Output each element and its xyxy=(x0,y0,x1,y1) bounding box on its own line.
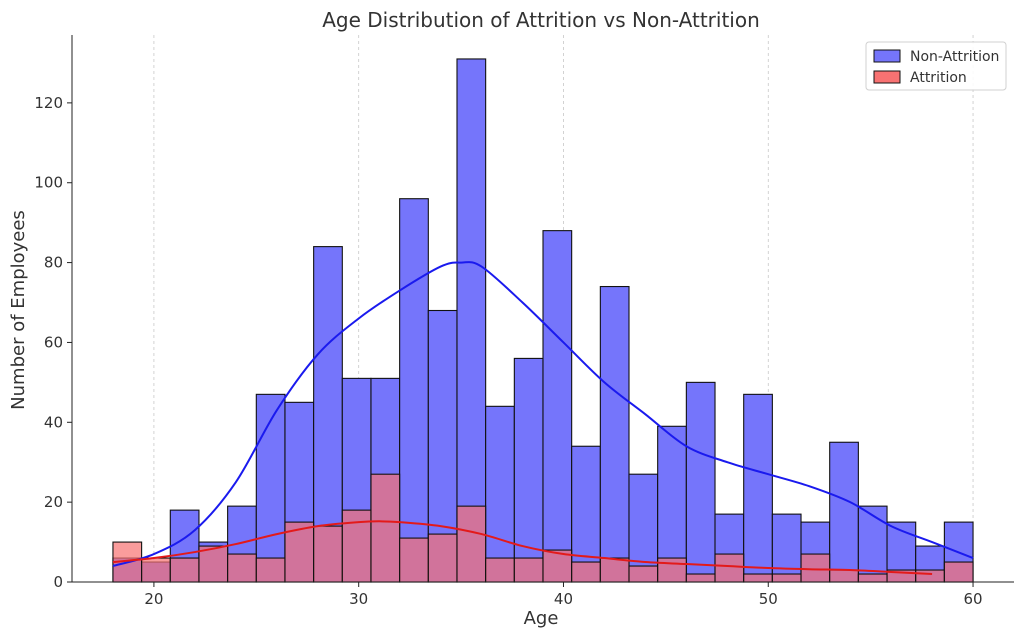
non-attrition-bar xyxy=(685,381,716,583)
y-tick-label: 40 xyxy=(44,413,63,431)
y-axis-label: Number of Employees xyxy=(8,210,29,410)
attrition-bar xyxy=(370,473,401,583)
legend-frame xyxy=(865,41,1007,91)
attrition-bar xyxy=(685,573,716,583)
y-tick-label: 0 xyxy=(53,573,63,591)
legend: Non-Attrition Attrition xyxy=(865,41,1007,91)
grid-lines xyxy=(153,35,974,582)
attrition-bar xyxy=(714,553,745,583)
attrition-bar xyxy=(456,505,487,583)
non-attrition-bar xyxy=(829,441,859,583)
histogram-bars xyxy=(112,58,974,583)
non-attrition-bar xyxy=(571,445,601,583)
attrition-bar xyxy=(743,573,773,583)
attrition-kde-line xyxy=(112,520,933,576)
attrition-bar xyxy=(513,557,544,583)
legend-swatch xyxy=(873,49,901,63)
attrition-bar xyxy=(829,569,859,583)
non-attrition-bar xyxy=(456,58,487,583)
y-tick-label: 80 xyxy=(44,254,63,272)
attrition-bar xyxy=(313,525,343,583)
non-attrition-bar xyxy=(542,230,573,583)
non-attrition-bar xyxy=(771,513,802,583)
attrition-bar xyxy=(771,573,802,583)
chart-title: Age Distribution of Attrition vs Non-Att… xyxy=(322,8,760,32)
legend-label: Non-Attrition xyxy=(910,49,999,65)
attrition-bar xyxy=(800,553,831,583)
y-tick-label: 100 xyxy=(34,174,63,192)
non-attrition-bar xyxy=(485,405,515,583)
x-tick-label: 50 xyxy=(759,590,778,608)
non-attrition-bar xyxy=(857,505,888,583)
attrition-bar xyxy=(657,557,687,583)
non-attrition-bar xyxy=(599,285,630,583)
attrition-bar xyxy=(915,569,945,583)
kde-curves xyxy=(112,261,974,576)
attrition-bar xyxy=(857,573,888,583)
attrition-bar xyxy=(399,537,429,583)
attrition-bar xyxy=(628,565,659,583)
y-tick-label: 60 xyxy=(44,333,63,351)
x-axis-label: Age xyxy=(524,608,559,629)
attrition-bar xyxy=(943,561,974,583)
x-tick-label: 40 xyxy=(554,590,573,608)
non-attrition-bar xyxy=(743,393,773,583)
x-tick-label: 60 xyxy=(963,590,982,608)
non-attrition-kde-line xyxy=(112,261,974,567)
attrition-bar xyxy=(427,533,458,583)
axes: 20 30 40 50 60 0 20 40 60 80 100 120 xyxy=(34,35,1014,608)
attrition-bar xyxy=(169,557,200,583)
attrition-bar xyxy=(255,557,286,583)
attrition-bar xyxy=(485,557,515,583)
attrition-bar xyxy=(141,557,171,583)
legend-swatch xyxy=(873,70,901,84)
attrition-bar xyxy=(227,553,257,583)
legend-label: Attrition xyxy=(910,70,967,86)
x-tick-label: 30 xyxy=(349,590,368,608)
y-tick-label: 20 xyxy=(44,493,63,511)
y-tick-label: 120 xyxy=(34,94,63,112)
x-tick-label: 20 xyxy=(144,590,163,608)
attrition-bar xyxy=(599,557,630,583)
attrition-bar xyxy=(571,561,601,583)
